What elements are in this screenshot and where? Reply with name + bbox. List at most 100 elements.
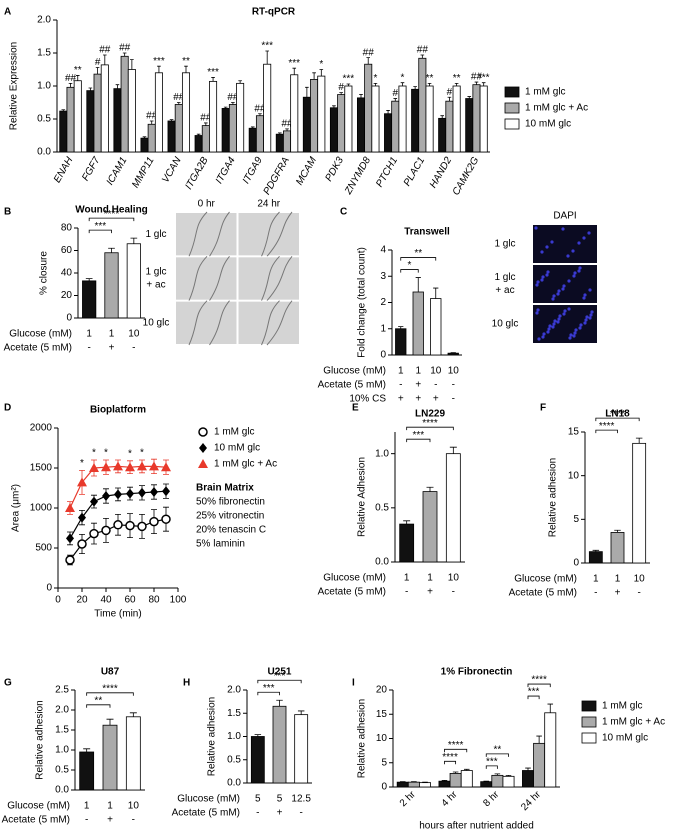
bracket	[86, 704, 111, 708]
error-bar	[398, 326, 404, 329]
nucleus	[545, 273, 549, 277]
condition-value: +	[109, 343, 115, 354]
significance-mark: ***	[153, 56, 165, 67]
bar	[407, 781, 420, 788]
marker	[113, 461, 123, 471]
bar	[491, 774, 504, 788]
error-bar	[452, 771, 459, 774]
bracket	[400, 257, 437, 261]
y-tick-label: 10	[376, 733, 388, 744]
condition-value: 1	[427, 573, 433, 584]
marker	[150, 487, 158, 497]
bar	[452, 85, 461, 153]
y-axis-label: Relative adhesion	[548, 458, 559, 538]
nucleus	[534, 226, 538, 230]
error-bar	[441, 780, 448, 782]
condition-value: -	[452, 394, 455, 405]
error-bar	[339, 92, 343, 95]
nucleus	[574, 328, 578, 332]
bracket-label: ****	[599, 421, 615, 432]
error-bar	[265, 50, 269, 65]
bar	[263, 63, 272, 153]
y-tick-label: 20	[376, 685, 388, 696]
bar	[329, 107, 338, 153]
condition-value: -	[132, 343, 135, 354]
error-bar	[312, 72, 316, 80]
bracket	[88, 229, 112, 234]
y-axis-label: % closure	[39, 251, 50, 295]
wound-edge	[209, 256, 230, 301]
y-tick-label: 1500	[30, 463, 53, 474]
condition-value: +	[398, 394, 404, 405]
significance-mark: #	[95, 57, 101, 68]
nucleus	[541, 275, 545, 279]
panel-letter: C	[340, 207, 347, 218]
nucleus	[578, 266, 582, 270]
y-tick-label: 60	[61, 245, 73, 256]
bar	[430, 298, 442, 356]
significance-mark: ##	[363, 47, 375, 58]
nucleus	[578, 326, 582, 330]
nucleus	[588, 288, 592, 292]
y-tick-label: 0.5	[227, 754, 241, 765]
nucleus	[557, 317, 561, 321]
bar	[255, 115, 264, 153]
error-bar	[115, 84, 120, 89]
nucleus	[551, 325, 555, 329]
bar	[480, 781, 493, 788]
nucleus	[558, 314, 562, 318]
marker	[162, 486, 170, 497]
bracket-label: ****	[104, 209, 120, 220]
condition-label: Acetate (5 mM)	[318, 380, 386, 391]
panel-letter: H	[183, 678, 190, 689]
significance-mark: **	[182, 56, 190, 67]
x-tick-label: 100	[170, 595, 187, 606]
x-tick-label: CAMK2G	[451, 155, 482, 197]
y-tick-label: 2.0	[227, 685, 241, 696]
nucleus	[561, 287, 565, 291]
bar	[294, 714, 309, 784]
legend-label: 1 mM glc	[525, 87, 566, 98]
y-tick-label: 0.0	[227, 778, 241, 789]
error-bar	[427, 82, 432, 86]
bracket-label: ***	[263, 683, 275, 694]
condition-value: +	[107, 815, 113, 826]
bar	[147, 123, 156, 153]
bracket-label: ****	[442, 752, 458, 763]
bar	[272, 705, 287, 784]
marker	[198, 427, 208, 437]
marker	[161, 462, 171, 472]
micrograph	[532, 264, 598, 304]
image-row-label: 1 glc	[494, 272, 515, 283]
condition-value: +	[277, 808, 283, 819]
nucleus	[577, 241, 581, 245]
error-bar	[258, 113, 262, 116]
y-tick-label: 1000	[30, 503, 53, 514]
bar	[425, 85, 434, 153]
significance-mark: ***	[343, 74, 355, 85]
marker	[66, 533, 74, 544]
bar	[125, 716, 141, 791]
error-bar	[433, 287, 439, 299]
significance-mark: ##	[119, 43, 131, 54]
condition-value: 5	[255, 794, 261, 805]
image-row-label: + ac	[495, 285, 514, 296]
error-bar	[231, 102, 235, 105]
chart-title: RT-qPCR	[252, 7, 296, 18]
significance-mark: ##	[227, 92, 239, 103]
significance-mark: **	[426, 73, 434, 84]
legend-label: 1 mM glc + Ac	[525, 103, 588, 114]
y-tick-label: 0.5	[375, 502, 389, 513]
nucleus	[562, 284, 566, 288]
bar	[86, 90, 95, 153]
significance-mark: *	[319, 59, 323, 70]
y-tick-label: 0	[381, 782, 387, 793]
error-bar	[108, 247, 115, 253]
micrograph	[175, 256, 238, 301]
error-bar	[149, 120, 154, 125]
marker	[125, 520, 135, 531]
bar	[104, 252, 119, 319]
nucleus	[572, 334, 576, 338]
bracket	[88, 217, 135, 222]
significance-mark: #	[447, 87, 453, 98]
